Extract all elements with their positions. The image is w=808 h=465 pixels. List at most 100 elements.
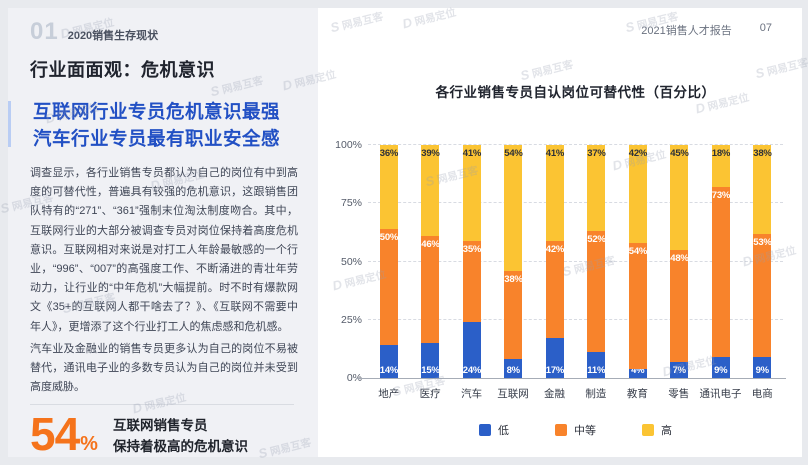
stacked-bar: 14% 50% 36% [379,145,399,378]
category-label-教育: 教育 [626,388,648,400]
bar-column-汽车: 24% 35% 41% [451,145,493,378]
bar-segment-中等: 46% [421,235,440,344]
gridline [368,144,783,145]
bar-column-地产: 14% 50% 36% [368,145,410,378]
bar-segment-中等: 35% [462,240,481,323]
stacked-bar: 24% 35% 41% [462,145,482,378]
bar-value-label: 42% [628,148,648,160]
bar-value-label: 7% [672,365,687,376]
bar-column-金融: 17% 42% 41% [534,145,576,378]
section-title: 2020销售生存现状 [67,30,159,42]
category-label-互联网: 互联网 [497,388,529,400]
stacked-bar: 11% 52% 37% [587,145,606,378]
bar-value-label: 50% [379,231,399,243]
category-label-金融: 金融 [543,388,565,400]
category-label-地产: 地产 [378,388,400,400]
chart-legend: 低 中等 高 [368,422,783,438]
bar-column-电商: 9% 53% 38% [742,145,784,378]
bar-value-label: 4% [631,365,645,376]
legend-label: 高 [661,425,672,437]
bars-row: 14% 50% 36% 15% 46% 39% 24% 35% 41% 8% 38% 54% 17% 42… [368,145,783,378]
stat-number: 54 % [30,407,98,461]
bar-column-零售: 7% 48% 45% [659,145,701,378]
bar-segment-低: 15% [421,343,440,378]
key-finding-line: 互联网行业专员危机意识最强 [33,101,281,122]
bar-value-label: 38% [753,148,772,160]
category-label-通讯电子: 通讯电子 [699,388,742,400]
bar-segment-中等: 42% [545,240,565,339]
key-findings: 互联网行业专员危机意识最强 汽车行业专员最有职业安全感 [33,98,280,152]
category-label-医疗: 医疗 [419,388,441,400]
y-tick-label: 25% [340,313,362,326]
bar-segment-高: 41% [462,145,482,241]
bar-segment-低: 9% [711,357,730,378]
bar-value-label: 46% [421,238,440,250]
page-title: 行业面面观：危机意识 [30,60,215,80]
bar-value-label: 54% [628,245,648,257]
stacked-bar: 4% 54% 42% [628,145,648,378]
bar-segment-高: 54% [504,145,523,271]
stat-percent-sign: % [80,433,98,455]
stacked-bar: 7% 48% 45% [670,145,689,378]
bar-column-通讯电子: 9% 73% 18% [700,145,742,378]
y-tick-label: 100% [335,139,362,151]
bar-segment-低: 14% [379,345,399,378]
bar-segment-高: 37% [587,145,606,232]
bar-segment-高: 18% [711,145,731,187]
legend-swatch [555,424,567,436]
body-paragraph-2: 汽车业及金融业的销售专员更多认为自己的岗位不易被替代，通讯电子业的多数专员认为自… [30,343,298,394]
bar-value-label: 18% [711,148,731,160]
bar-value-label: 37% [587,148,606,160]
bar-segment-高: 39% [421,145,440,236]
left-panel: 01 2020销售生存现状 行业面面观：危机意识 互联网行业专员危机意识最强 汽… [8,8,318,460]
stat-caption-line: 保持着极高的危机意识 [112,439,248,454]
bar-segment-高: 41% [545,145,564,241]
stacked-bar: 15% 46% 39% [421,145,440,378]
bar-value-label: 11% [587,365,606,376]
bar-value-label: 36% [379,148,399,160]
stat-caption: 互联网销售专员 保持着极高的危机意识 [113,415,248,457]
category-label-汽车: 汽车 [461,388,483,400]
bar-value-label: 9% [755,365,770,376]
bar-segment-高: 36% [379,145,399,229]
bar-value-label: 14% [379,365,399,376]
bar-value-label: 42% [545,243,565,255]
y-tick-label: 0% [346,372,362,384]
headline-accent-bar [8,101,11,147]
chart-panel: 2021销售人才报告 07 各行业销售专员自认岗位可替代性（百分比） 100% 7… [318,8,802,457]
bar-segment-高: 38% [753,145,772,234]
highlight-stat: 54 % 互联网销售专员 保持着极高的危机意识 [30,407,248,461]
stacked-bar: 17% 42% 41% [545,145,565,378]
bar-value-label: 24% [462,365,482,376]
bar-segment-低: 17% [545,338,564,378]
bar-segment-中等: 53% [753,233,772,358]
category-label-电商: 电商 [751,388,773,400]
legend-item-高: 高 [642,422,672,438]
bar-segment-中等: 50% [379,228,399,346]
x-axis-category-labels: 地产 医疗 汽车 互联网 金融 制造 教育 零售 通讯电子 电商 [368,386,783,401]
bar-segment-高: 45% [670,145,689,250]
legend-item-低: 低 [479,422,509,438]
bar-segment-中等: 54% [628,242,648,369]
body-paragraph-1: 调查显示，各行业销售专员都认为自己的岗位有中到高度的可替代性，普遍具有较强的危机… [30,167,298,333]
section-number: 01 [30,18,59,45]
bar-column-教育: 4% 54% 42% [617,145,659,378]
category-label-零售: 零售 [668,388,690,400]
bar-value-label: 48% [670,252,689,264]
stacked-bar: 8% 38% 54% [504,145,523,378]
bar-value-label: 8% [506,365,521,376]
bar-segment-低: 7% [670,361,689,378]
y-axis-labels: 100% 75% 50% 25% 0% [318,139,362,384]
bar-value-label: 73% [711,189,731,201]
bar-segment-低: 8% [504,359,523,378]
bar-column-制造: 11% 52% 37% [576,145,618,378]
bar-value-label: 41% [462,148,482,160]
gridline [368,318,783,320]
plot-area: 14% 50% 36% 15% 46% 39% 24% 35% 41% 8% 38% 54% 17% 42… [368,144,783,378]
bar-value-label: 9% [714,365,728,376]
gridline [368,202,783,204]
bar-segment-低: 4% [628,365,647,378]
legend-item-中等: 中等 [555,422,596,438]
bar-segment-高: 42% [628,145,648,243]
bar-segment-低: 9% [753,357,772,378]
